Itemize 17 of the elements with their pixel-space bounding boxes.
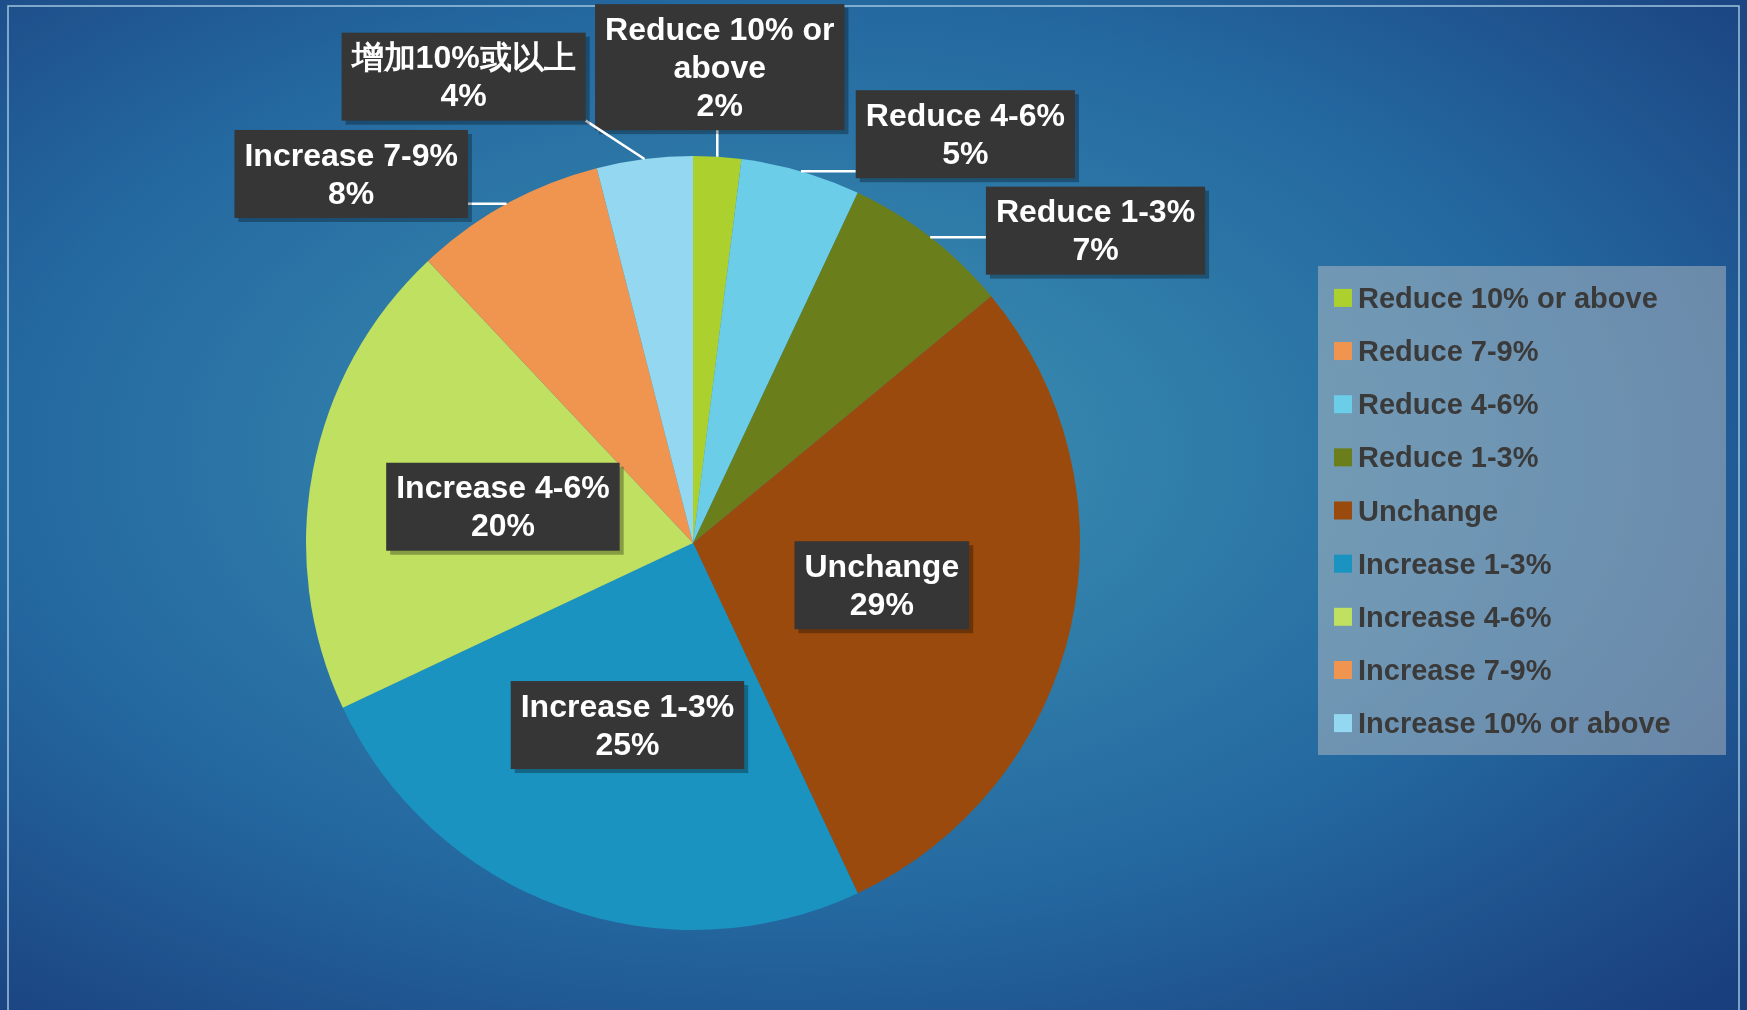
data-label: Reduce 1-3% 7% [995,193,1196,268]
legend-label: Unchange [1358,494,1499,527]
data-label: 增加10%或以上 4% [349,39,576,114]
data-label: Increase 4-6% 20% [396,469,610,544]
data-label: Increase 7-9% 8% [244,136,458,211]
legend-label: Reduce 7-9% [1358,335,1539,368]
data-label: Reduce 10% or above 2% [605,10,835,123]
legend-label: Increase 4-6% [1358,600,1552,633]
data-label: Reduce 4-6% 5% [865,96,1065,171]
legend-label: Reduce 10% or above [1358,281,1658,314]
data-label: Unchange 29% [804,547,960,622]
legend-label: Reduce 1-3% [1358,441,1539,474]
data-label: Increase 1-3% 25% [520,687,735,762]
legend-label: Increase 1-3% [1358,547,1552,580]
legend-label: Reduce 4-6% [1358,388,1539,421]
legend-label: Increase 7-9% [1358,653,1552,686]
legend-label: Increase 10% or above [1358,707,1671,740]
